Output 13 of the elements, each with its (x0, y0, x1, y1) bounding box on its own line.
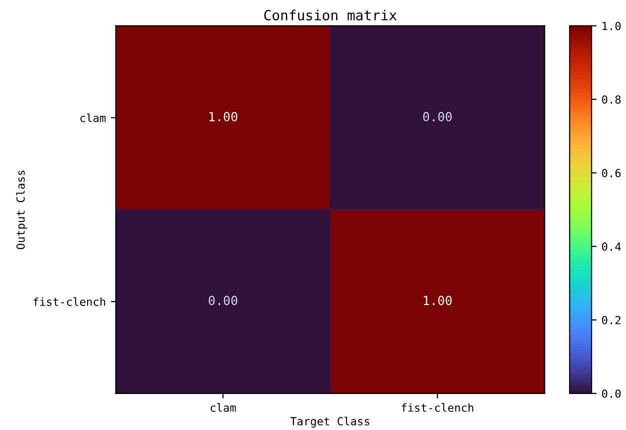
color-bar-label: 0.2 (602, 316, 620, 324)
color-bar-label: 0.0 (602, 389, 621, 398)
data-label: 1.00 (424, 296, 452, 306)
color-bar-label: 0.6 (602, 168, 621, 178)
data-label: 1.00 (209, 112, 238, 122)
color-bar-label: 0.8 (602, 95, 621, 104)
color-bar-label: 0.4 (602, 242, 621, 251)
x-axis-title: Target Class (290, 416, 370, 428)
color-bar-label: 1.0 (602, 22, 621, 30)
data-label: 0.00 (423, 112, 452, 122)
data-label: 0.00 (208, 296, 238, 306)
chart-title: Confusion matrix (264, 10, 397, 20)
y-axis-title: Output Class (16, 170, 27, 250)
